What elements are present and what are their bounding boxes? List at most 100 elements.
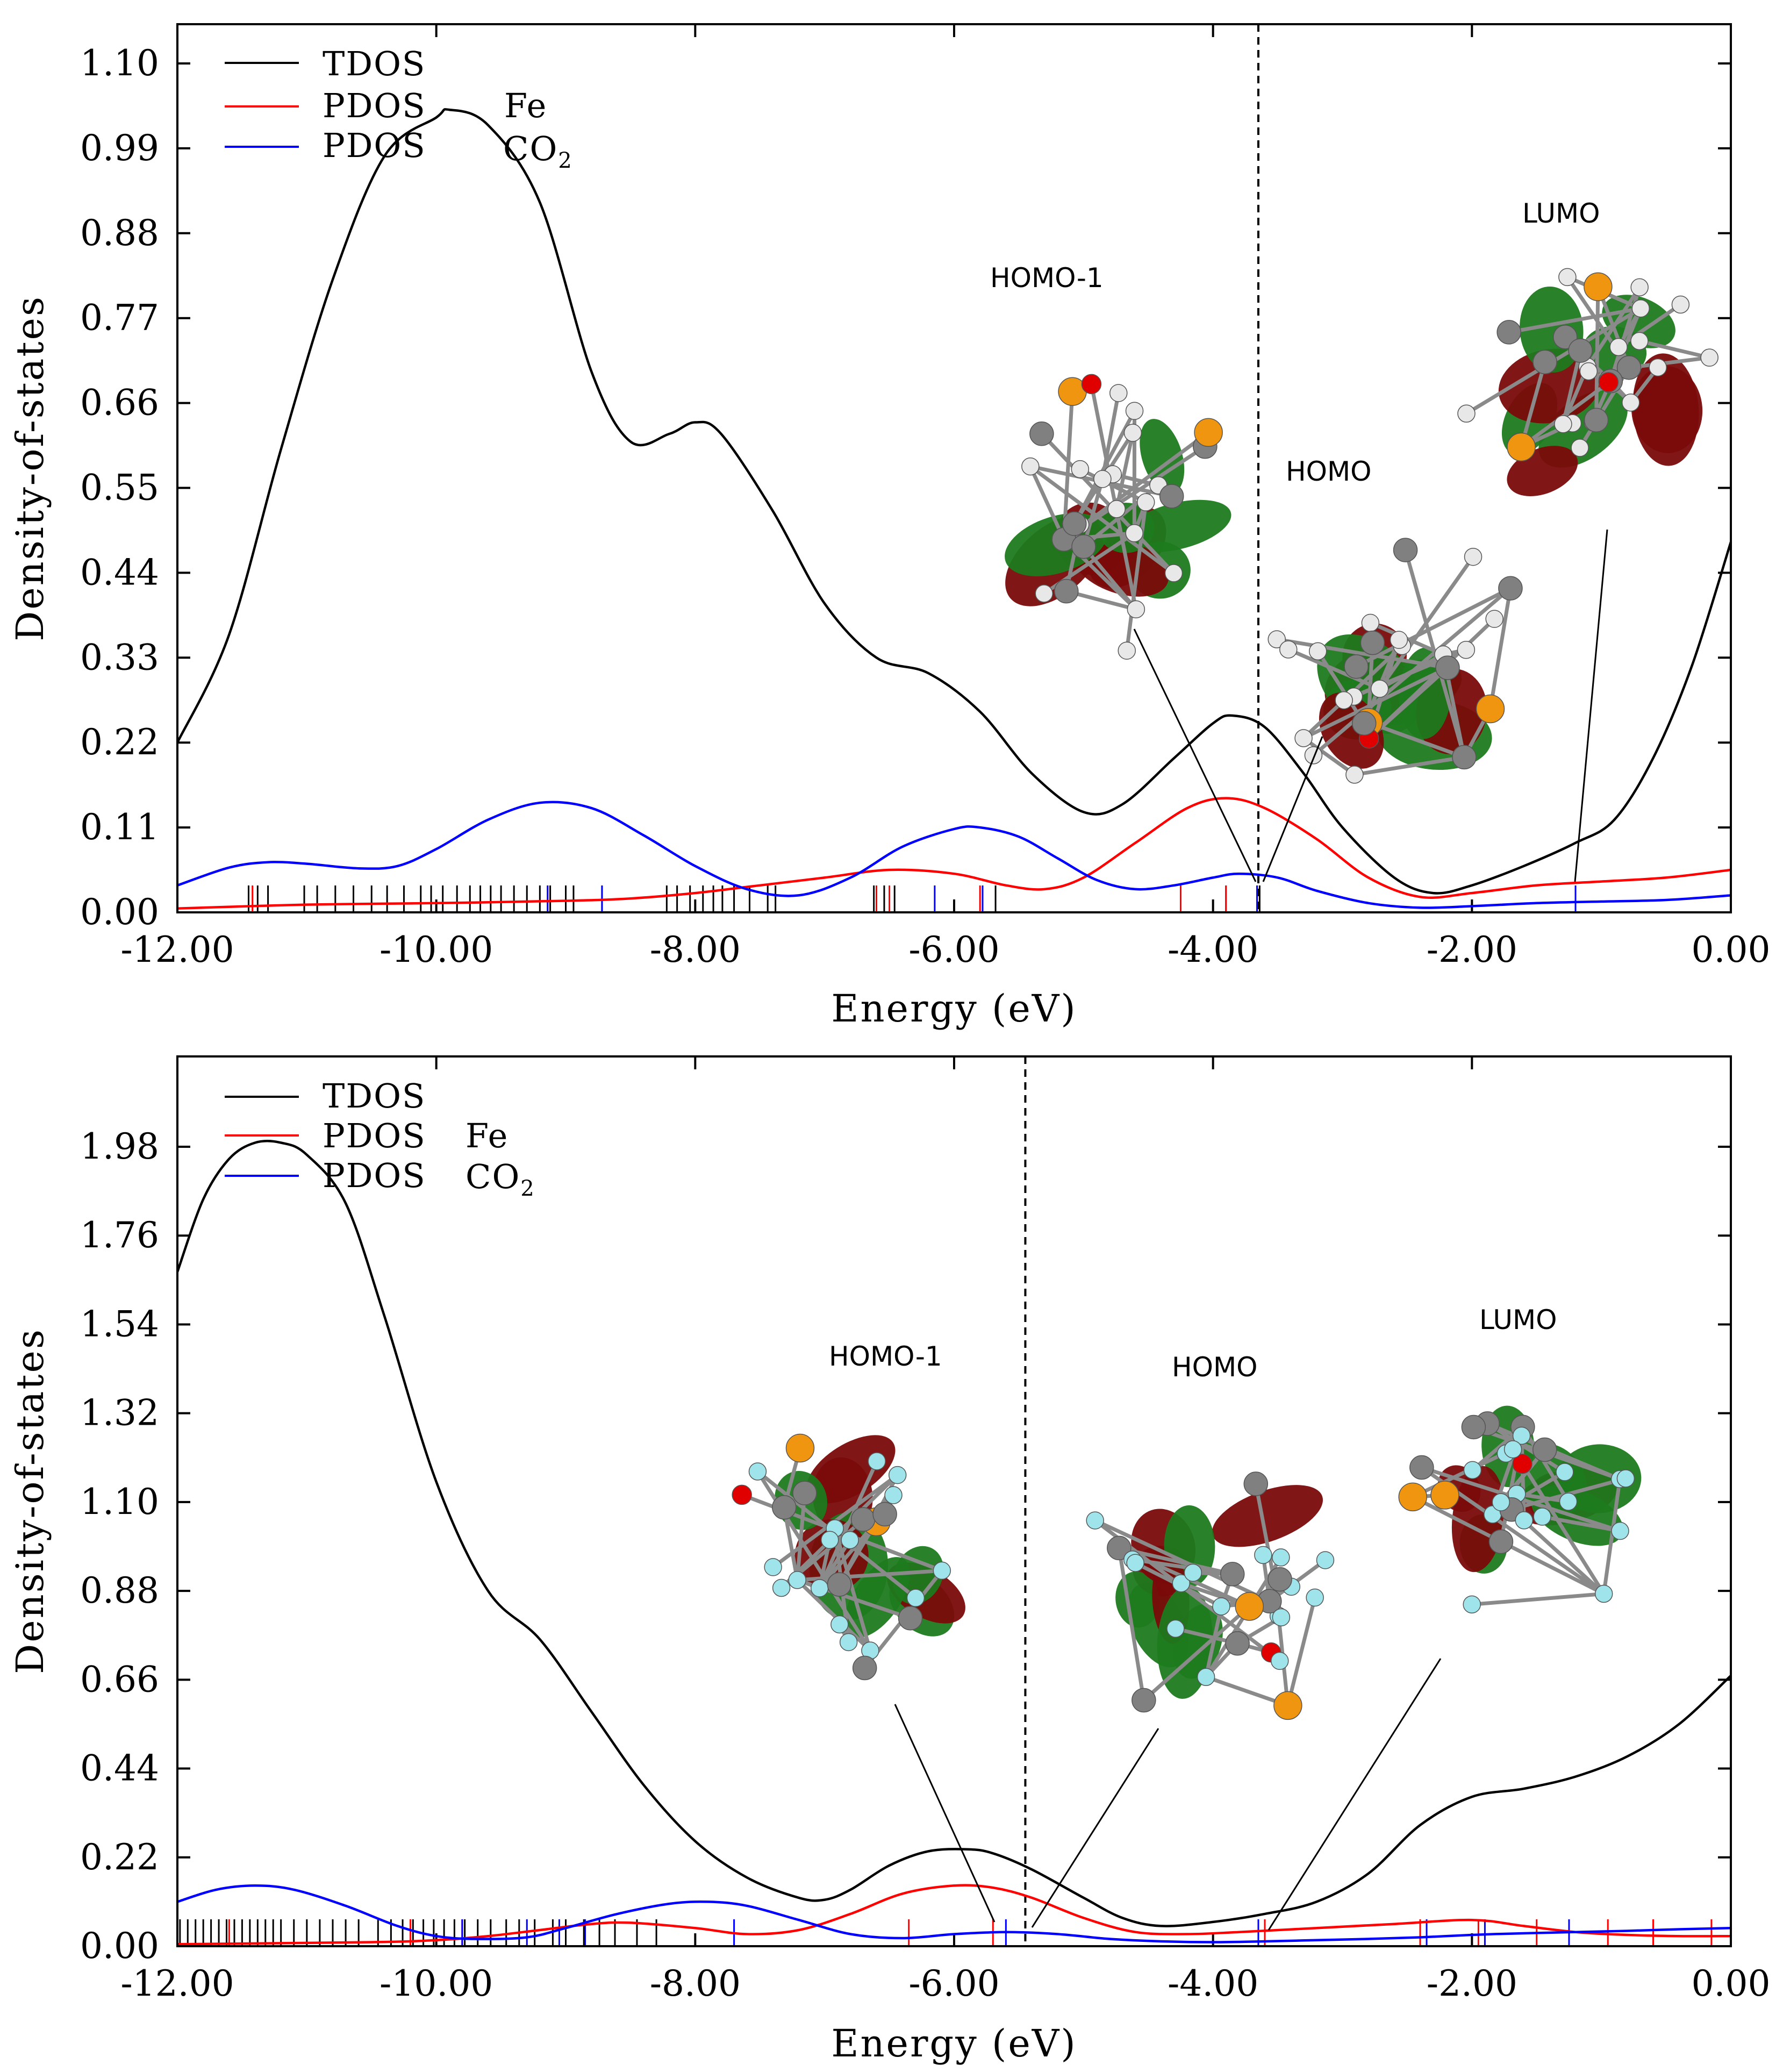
atom	[1308, 642, 1327, 661]
bond	[1471, 1592, 1604, 1606]
y-tick-label: 1.32	[80, 1392, 159, 1434]
atom	[1370, 680, 1389, 698]
atom	[1054, 578, 1079, 604]
bond	[1286, 1597, 1317, 1706]
y-axis-title: Density-of-states	[8, 1328, 52, 1674]
y-tick-labels: 0.00 0.11 0.22 0.33 0.44 0.55 0.66 0.77 0.88 0.99…	[80, 42, 159, 933]
legend-label-pdos-fe: PDOS	[323, 86, 426, 125]
x-tick-label: -8.00	[650, 929, 741, 970]
atom	[1316, 1551, 1335, 1569]
bond	[1316, 650, 1366, 725]
bond	[1412, 1447, 1514, 1499]
atom	[1598, 372, 1619, 392]
atom	[821, 1531, 839, 1549]
atom	[1136, 493, 1155, 511]
bond	[818, 1539, 852, 1589]
bond	[1302, 737, 1356, 776]
atom	[1304, 746, 1323, 765]
plot-frame	[176, 23, 1732, 913]
atom	[1492, 1493, 1510, 1511]
x-tick-label: -10.00	[379, 1963, 493, 2004]
orbital-lobe	[1631, 366, 1703, 453]
bond	[1617, 303, 1682, 349]
atom	[1559, 1492, 1578, 1511]
atom	[1071, 534, 1096, 559]
atom	[1611, 1521, 1629, 1540]
x-tick-label: -10.00	[379, 929, 493, 970]
bond	[1488, 588, 1513, 710]
atom	[1649, 358, 1667, 377]
atom	[1243, 1471, 1269, 1496]
atom	[1464, 547, 1483, 566]
orbital-label-homo-minus-1: HOMO-1	[829, 1341, 942, 1372]
y-tick-labels: 0.00 0.22 0.44 0.66 0.88 1.10 1.32 1.54 1.76 1.98	[80, 1126, 159, 1967]
atom	[841, 1531, 859, 1549]
orbital-label-homo: HOMO	[1172, 1352, 1257, 1383]
atom	[1558, 268, 1577, 287]
atom	[1390, 631, 1408, 649]
atom	[852, 1655, 877, 1681]
atom	[1273, 1691, 1302, 1720]
atom	[1631, 299, 1650, 318]
bond	[1029, 465, 1175, 575]
atom	[1132, 1688, 1156, 1713]
atom	[1616, 1469, 1635, 1488]
atom	[868, 1452, 886, 1470]
legend-label-pdos-co2: PDOS	[323, 126, 426, 165]
y-tick-label: 0.22	[80, 1837, 159, 1878]
atom	[1532, 1437, 1557, 1462]
bond	[1594, 287, 1600, 420]
atom	[1268, 630, 1286, 648]
bond	[1378, 555, 1475, 690]
atom	[1488, 1529, 1514, 1554]
atom	[1270, 1652, 1289, 1670]
orbital-lobe	[1602, 295, 1675, 348]
legend: TDOS PDOS PDOS Fe CO2	[225, 44, 572, 173]
leader-line-homo	[1031, 1728, 1159, 1928]
atom	[1485, 610, 1503, 628]
bond	[833, 1527, 872, 1652]
bond	[1521, 1462, 1606, 1595]
atom	[1360, 630, 1385, 655]
bond	[1312, 587, 1512, 757]
atom	[1594, 1584, 1613, 1603]
atom	[1109, 384, 1128, 402]
series-line-pdos-fe	[177, 1884, 1731, 1946]
x-tick-labels: -12.00 -10.00 -8.00 -6.00 -4.00 -2.00 0.00	[120, 1963, 1770, 2004]
atom	[1164, 564, 1183, 582]
bond	[796, 1578, 872, 1652]
atom	[1533, 349, 1557, 375]
bond	[1602, 1478, 1622, 1595]
y-tick-label: 0.44	[80, 1748, 159, 1789]
dos-curves	[176, 1139, 1732, 1946]
x-tick-label: -2.00	[1427, 929, 1517, 970]
atom	[1294, 729, 1313, 747]
y-tick-label: 0.77	[80, 297, 159, 339]
legend-label-pdos-co2: PDOS	[323, 1156, 426, 1195]
bond	[1100, 392, 1121, 480]
atom	[1194, 418, 1223, 447]
y-tick-label: 0.66	[80, 382, 159, 424]
atom	[888, 1466, 907, 1484]
orbital-label-lumo: LUMO	[1522, 198, 1600, 229]
atom	[1212, 1597, 1230, 1616]
y-tick-label: 0.55	[80, 467, 159, 509]
bond	[1354, 755, 1465, 777]
leader-line-homo-minus-1	[894, 1704, 996, 1923]
x-tick-label: 0.00	[1692, 929, 1771, 970]
x-tick-label: -4.00	[1168, 929, 1258, 970]
bond	[1082, 545, 1138, 611]
leader-line-homo	[1262, 736, 1323, 882]
atom	[1556, 1463, 1574, 1481]
atom	[1700, 348, 1718, 367]
atom	[1254, 1546, 1272, 1564]
y-tick-label: 0.88	[80, 212, 159, 254]
legend-label-tdos: TDOS	[323, 1076, 426, 1116]
x-tick-label: 0.00	[1692, 1963, 1771, 2004]
atom	[850, 1507, 876, 1532]
atom	[1463, 1595, 1481, 1614]
orbital-homo-minus-1-image	[732, 1433, 965, 1681]
atom	[1021, 457, 1040, 476]
atom	[1035, 584, 1054, 603]
atom	[1476, 694, 1505, 724]
